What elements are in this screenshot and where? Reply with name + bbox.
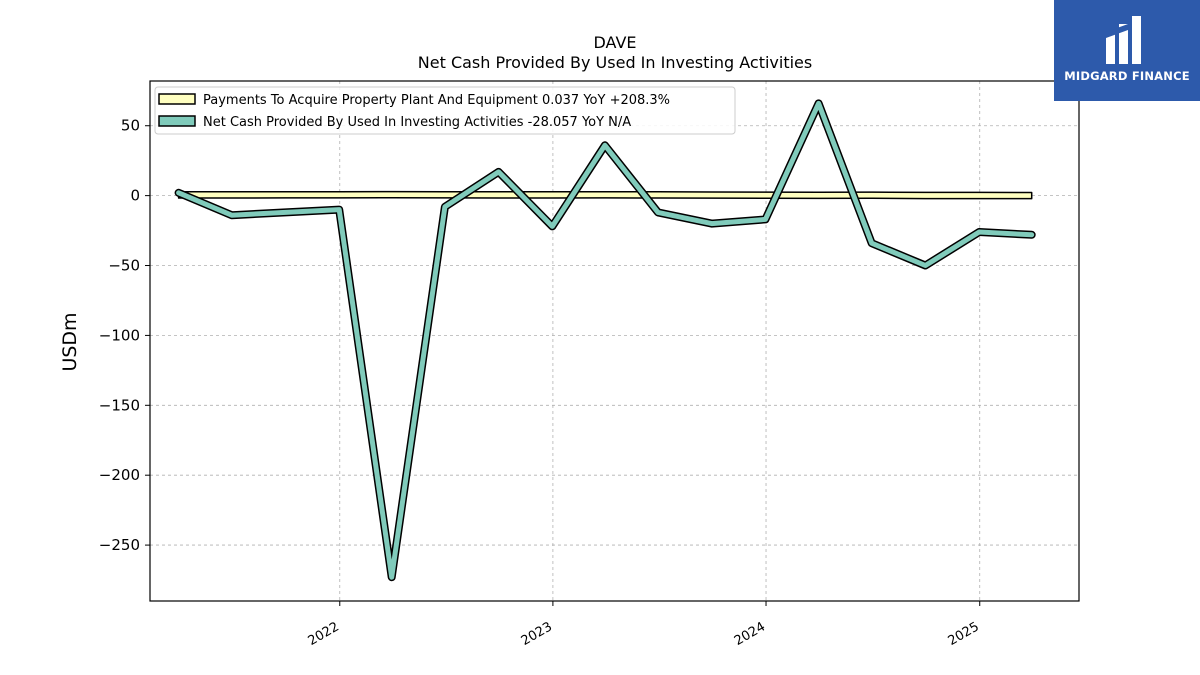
x-axis: 2022 2023 2024 2025 [306, 601, 982, 649]
legend-label-investing: Net Cash Provided By Used In Investing A… [203, 115, 631, 130]
y-tick-label: −100 [99, 326, 140, 344]
y-tick-label: 50 [121, 117, 140, 135]
brand-name: MIDGARD FINANCE [1064, 69, 1190, 83]
x-tick-label: 2023 [519, 619, 555, 649]
brand-logo: MIDGARD FINANCE [1054, 0, 1200, 101]
y-tick-label: −150 [99, 396, 140, 414]
y-tick-label: −250 [99, 536, 140, 554]
series-line-investing [176, 100, 1035, 580]
y-tick-label: −50 [108, 257, 140, 275]
plot-frame [149, 80, 1080, 602]
series-layer [174, 99, 1036, 582]
legend: Payments To Acquire Property Plant And E… [154, 86, 736, 135]
x-tick-label: 2025 [946, 619, 982, 649]
legend-swatch-capex [158, 93, 196, 105]
y-tick-label: 0 [130, 187, 140, 205]
midgard-logo-icon [1106, 16, 1141, 64]
y-tick-label: −200 [99, 466, 140, 484]
chart-subtitle: Net Cash Provided By Used In Investing A… [418, 53, 812, 72]
legend-swatch-investing [158, 115, 196, 127]
series-band-capex [177, 190, 1033, 200]
x-tick-label: 2022 [306, 619, 342, 649]
chart-title: DAVE [593, 33, 636, 52]
legend-box [154, 86, 736, 135]
y-axis-label: USDm [59, 312, 81, 371]
y-axis: 50 0 −50 −100 −150 −200 −250 [99, 117, 150, 554]
legend-label-capex: Payments To Acquire Property Plant And E… [203, 93, 670, 108]
series-line-investing-outline [174, 99, 1036, 582]
x-tick-label: 2024 [732, 619, 768, 649]
